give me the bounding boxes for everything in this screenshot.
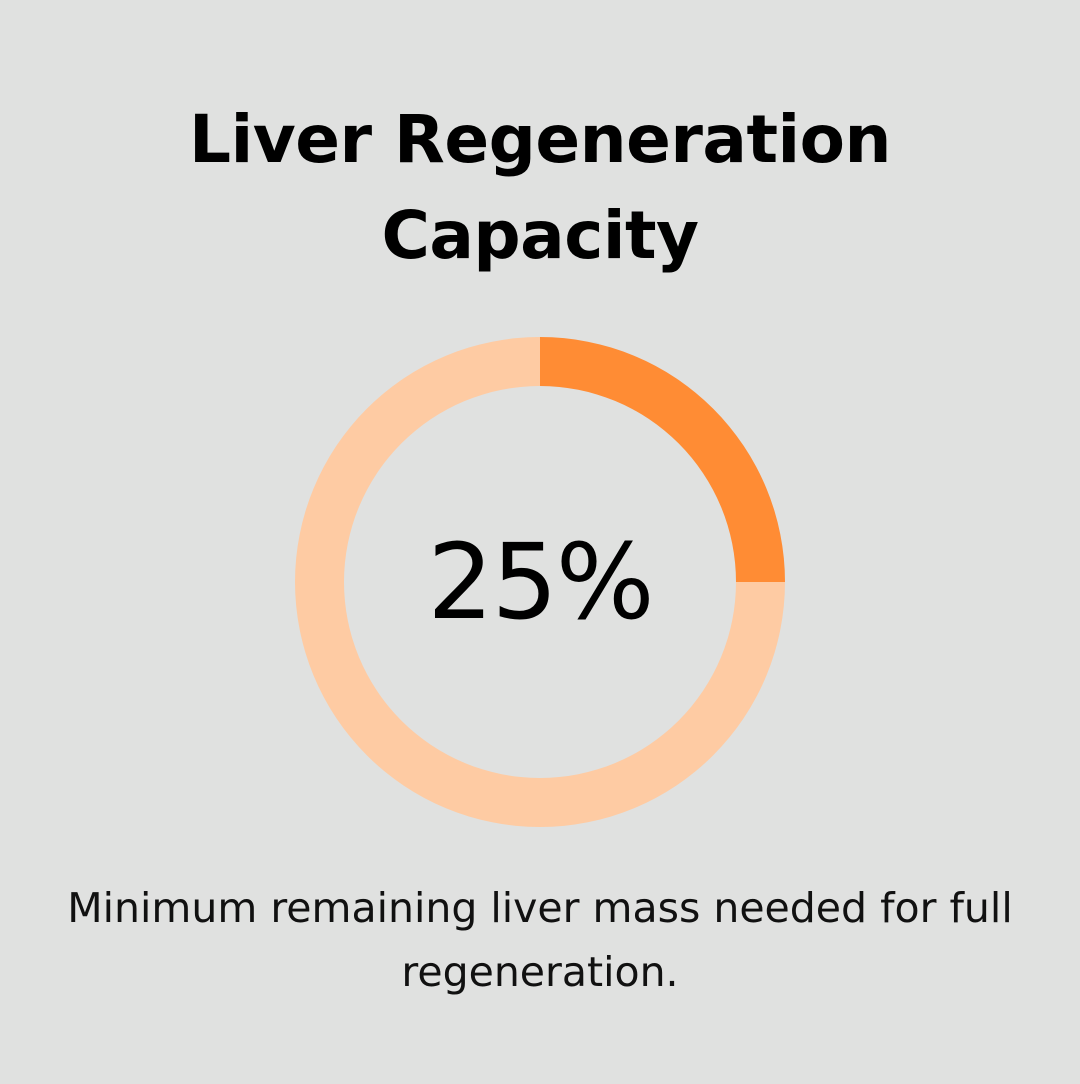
title-line-2: Capacity bbox=[381, 197, 699, 274]
donut-chart: 25% bbox=[295, 337, 785, 827]
donut-svg bbox=[295, 337, 785, 827]
center-value-label: 25% bbox=[427, 521, 654, 643]
chart-caption: Minimum remaining liver mass needed for … bbox=[67, 884, 1013, 996]
title-line-1: Liver Regeneration bbox=[189, 101, 891, 178]
chart-title: Liver Regeneration Capacity bbox=[0, 92, 1080, 284]
donut-slice-filled bbox=[540, 337, 785, 582]
